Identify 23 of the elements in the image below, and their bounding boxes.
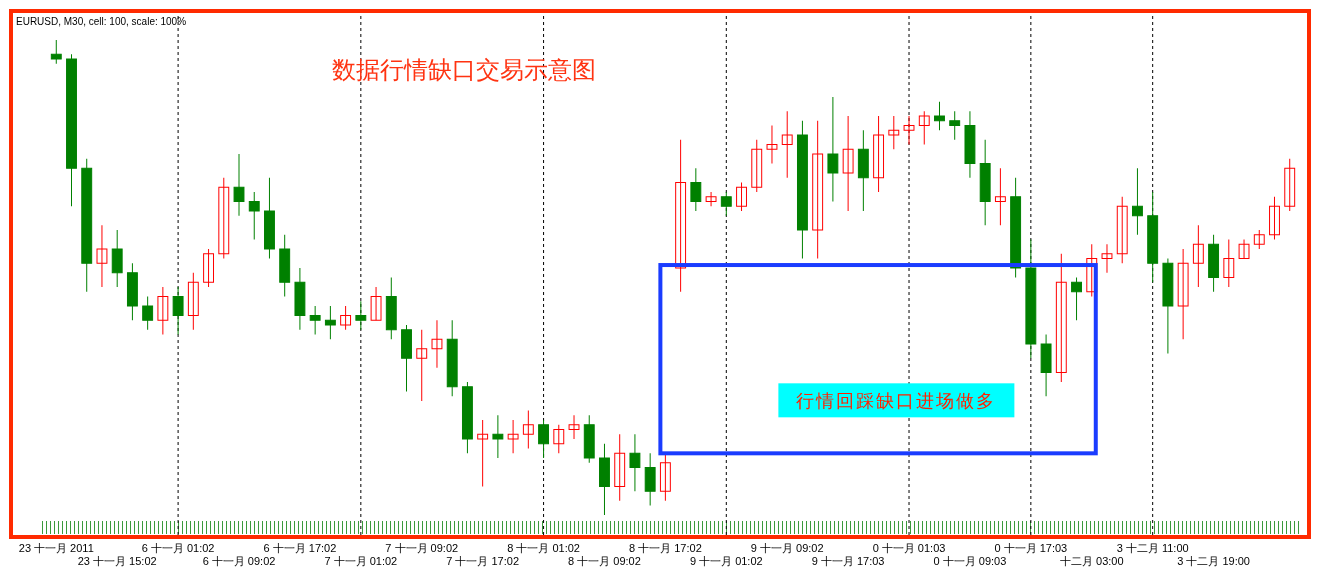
x-tick-label: 0 十一月 09:03 <box>933 555 1007 567</box>
x-tick-label: 23 十一月 2011 <box>18 542 94 554</box>
x-tick-label: 3 十二月 11:00 <box>1116 542 1189 554</box>
x-tick-label: 9 十一月 09:02 <box>750 542 824 554</box>
x-tick-label: 6 十一月 09:02 <box>202 555 276 567</box>
x-tick-label: 0 十一月 17:03 <box>994 542 1068 554</box>
x-tick-label: 6 十一月 01:02 <box>141 542 215 554</box>
x-tick-label: 8 十一月 09:02 <box>568 555 641 567</box>
x-tick-label: 6 十一月 17:02 <box>263 542 337 554</box>
x-tick-label: 十二月 03:00 <box>1059 555 1124 567</box>
x-tick-label: 0 十一月 01:03 <box>872 542 946 554</box>
x-tick-label: 8 十一月 17:02 <box>629 542 702 554</box>
x-tick-label: 7 十一月 09:02 <box>385 542 459 554</box>
x-tick-label: 9 十一月 01:02 <box>689 555 763 567</box>
text: 数据行情缺口交易示意图 <box>332 57 596 83</box>
x-tick-label: 3 十二月 19:00 <box>1177 555 1250 567</box>
x-tick-label: 23 十一月 15:02 <box>77 555 157 567</box>
annotation: 行情回踩缺口进场做多 <box>796 391 997 412</box>
x-tick-label: 7 十一月 01:02 <box>324 555 398 567</box>
x-tick-label: 8 十一月 01:02 <box>507 542 580 554</box>
x-tick-label: 9 十一月 17:03 <box>811 555 885 567</box>
text: EURUSD, M30, cell: 100, scale: 100% <box>16 16 187 27</box>
x-tick-label: 7 十一月 17:02 <box>446 555 520 567</box>
